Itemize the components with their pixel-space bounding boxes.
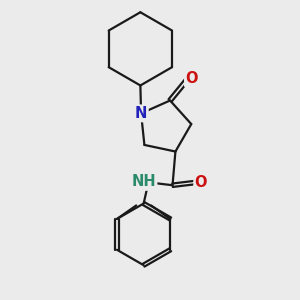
Text: NH: NH [131,174,156,189]
Text: N: N [135,106,147,121]
Text: O: O [185,71,198,86]
Text: O: O [195,175,207,190]
